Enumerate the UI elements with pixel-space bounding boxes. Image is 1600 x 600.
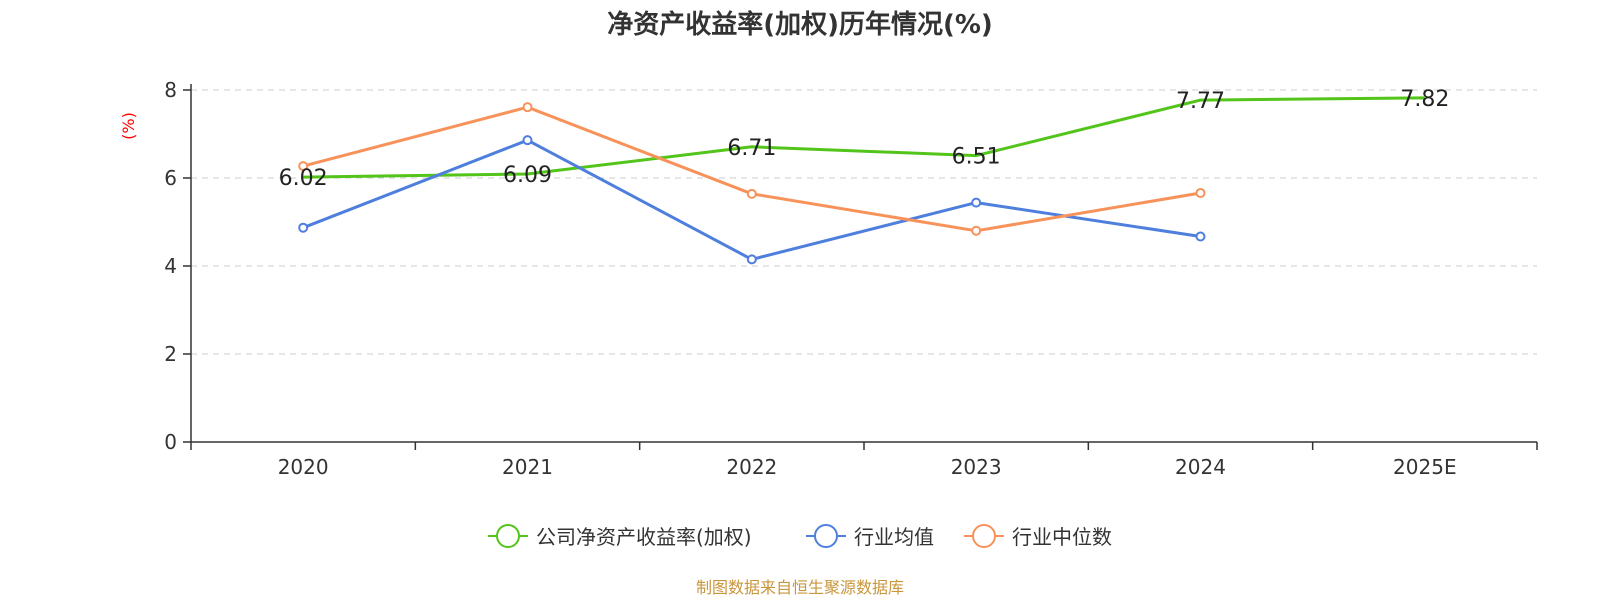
series-1-point-2020 <box>298 222 309 233</box>
y-tick-label-6: 6 <box>164 166 177 190</box>
series-1-point-2023 <box>971 197 982 208</box>
series-line-0 <box>303 96 1425 179</box>
series-1-point-2024 <box>1195 231 1206 242</box>
data-label-2020: 6.02 <box>279 166 328 191</box>
series-2-point-2024 <box>1195 187 1206 198</box>
series-lines <box>298 96 1425 265</box>
legend-swatch-marker-0 <box>496 524 520 548</box>
axes: 0 2 4 6 8 2020 2021 2022 2023 2024 2025E <box>164 78 1538 479</box>
series-1-point-2022 <box>746 254 757 265</box>
series-line-2 <box>302 105 1201 233</box>
legend-item-0: 公司净资产收益率(加权) <box>488 524 752 549</box>
data-labels: 6.02 6.09 6.71 6.51 7.77 7.82 <box>279 87 1450 191</box>
x-tick-label-2021: 2021 <box>502 455 553 479</box>
legend-label-0: 公司净资产收益率(加权) <box>536 525 752 549</box>
grid-lines <box>191 89 1537 355</box>
chart-title: 净资产收益率(加权)历年情况(%) <box>607 9 993 40</box>
y-tick-label-8: 8 <box>164 78 177 102</box>
legend-item-2: 行业中位数 <box>964 524 1112 549</box>
source-note: 制图数据来自恒生聚源数据库 <box>696 578 904 597</box>
y-tick-label-2: 2 <box>164 342 177 366</box>
y-axis-label: (%) <box>119 112 138 140</box>
x-tick-label-2022: 2022 <box>726 455 777 479</box>
legend-item-1: 行业均值 <box>806 524 934 549</box>
data-label-2022: 6.71 <box>727 136 776 161</box>
y-tick-label-0: 0 <box>164 430 177 454</box>
legend-swatch-marker-1 <box>814 524 838 548</box>
x-tick-label-2025E: 2025E <box>1393 455 1457 479</box>
legend: 公司净资产收益率(加权) 行业均值 行业中位数 <box>488 524 1112 549</box>
data-label-2025E: 7.82 <box>1400 87 1449 112</box>
series-1-point-2021 <box>522 135 533 146</box>
data-label-2023: 6.51 <box>952 145 1001 170</box>
series-2-point-2022 <box>746 188 757 199</box>
x-tick-label-2020: 2020 <box>278 455 329 479</box>
series-2-point-2021 <box>522 102 533 113</box>
series-2-point-2020 <box>298 161 309 172</box>
x-tick-label-2023: 2023 <box>951 455 1002 479</box>
legend-label-2: 行业中位数 <box>1012 525 1112 549</box>
x-tick-label-2024: 2024 <box>1175 455 1226 479</box>
data-label-2021: 6.09 <box>503 163 552 188</box>
y-tick-label-4: 4 <box>164 254 177 278</box>
series-2-point-2023 <box>971 225 982 236</box>
legend-label-1: 行业均值 <box>854 525 934 549</box>
data-label-2024: 7.77 <box>1176 89 1225 114</box>
legend-swatch-marker-2 <box>972 524 996 548</box>
